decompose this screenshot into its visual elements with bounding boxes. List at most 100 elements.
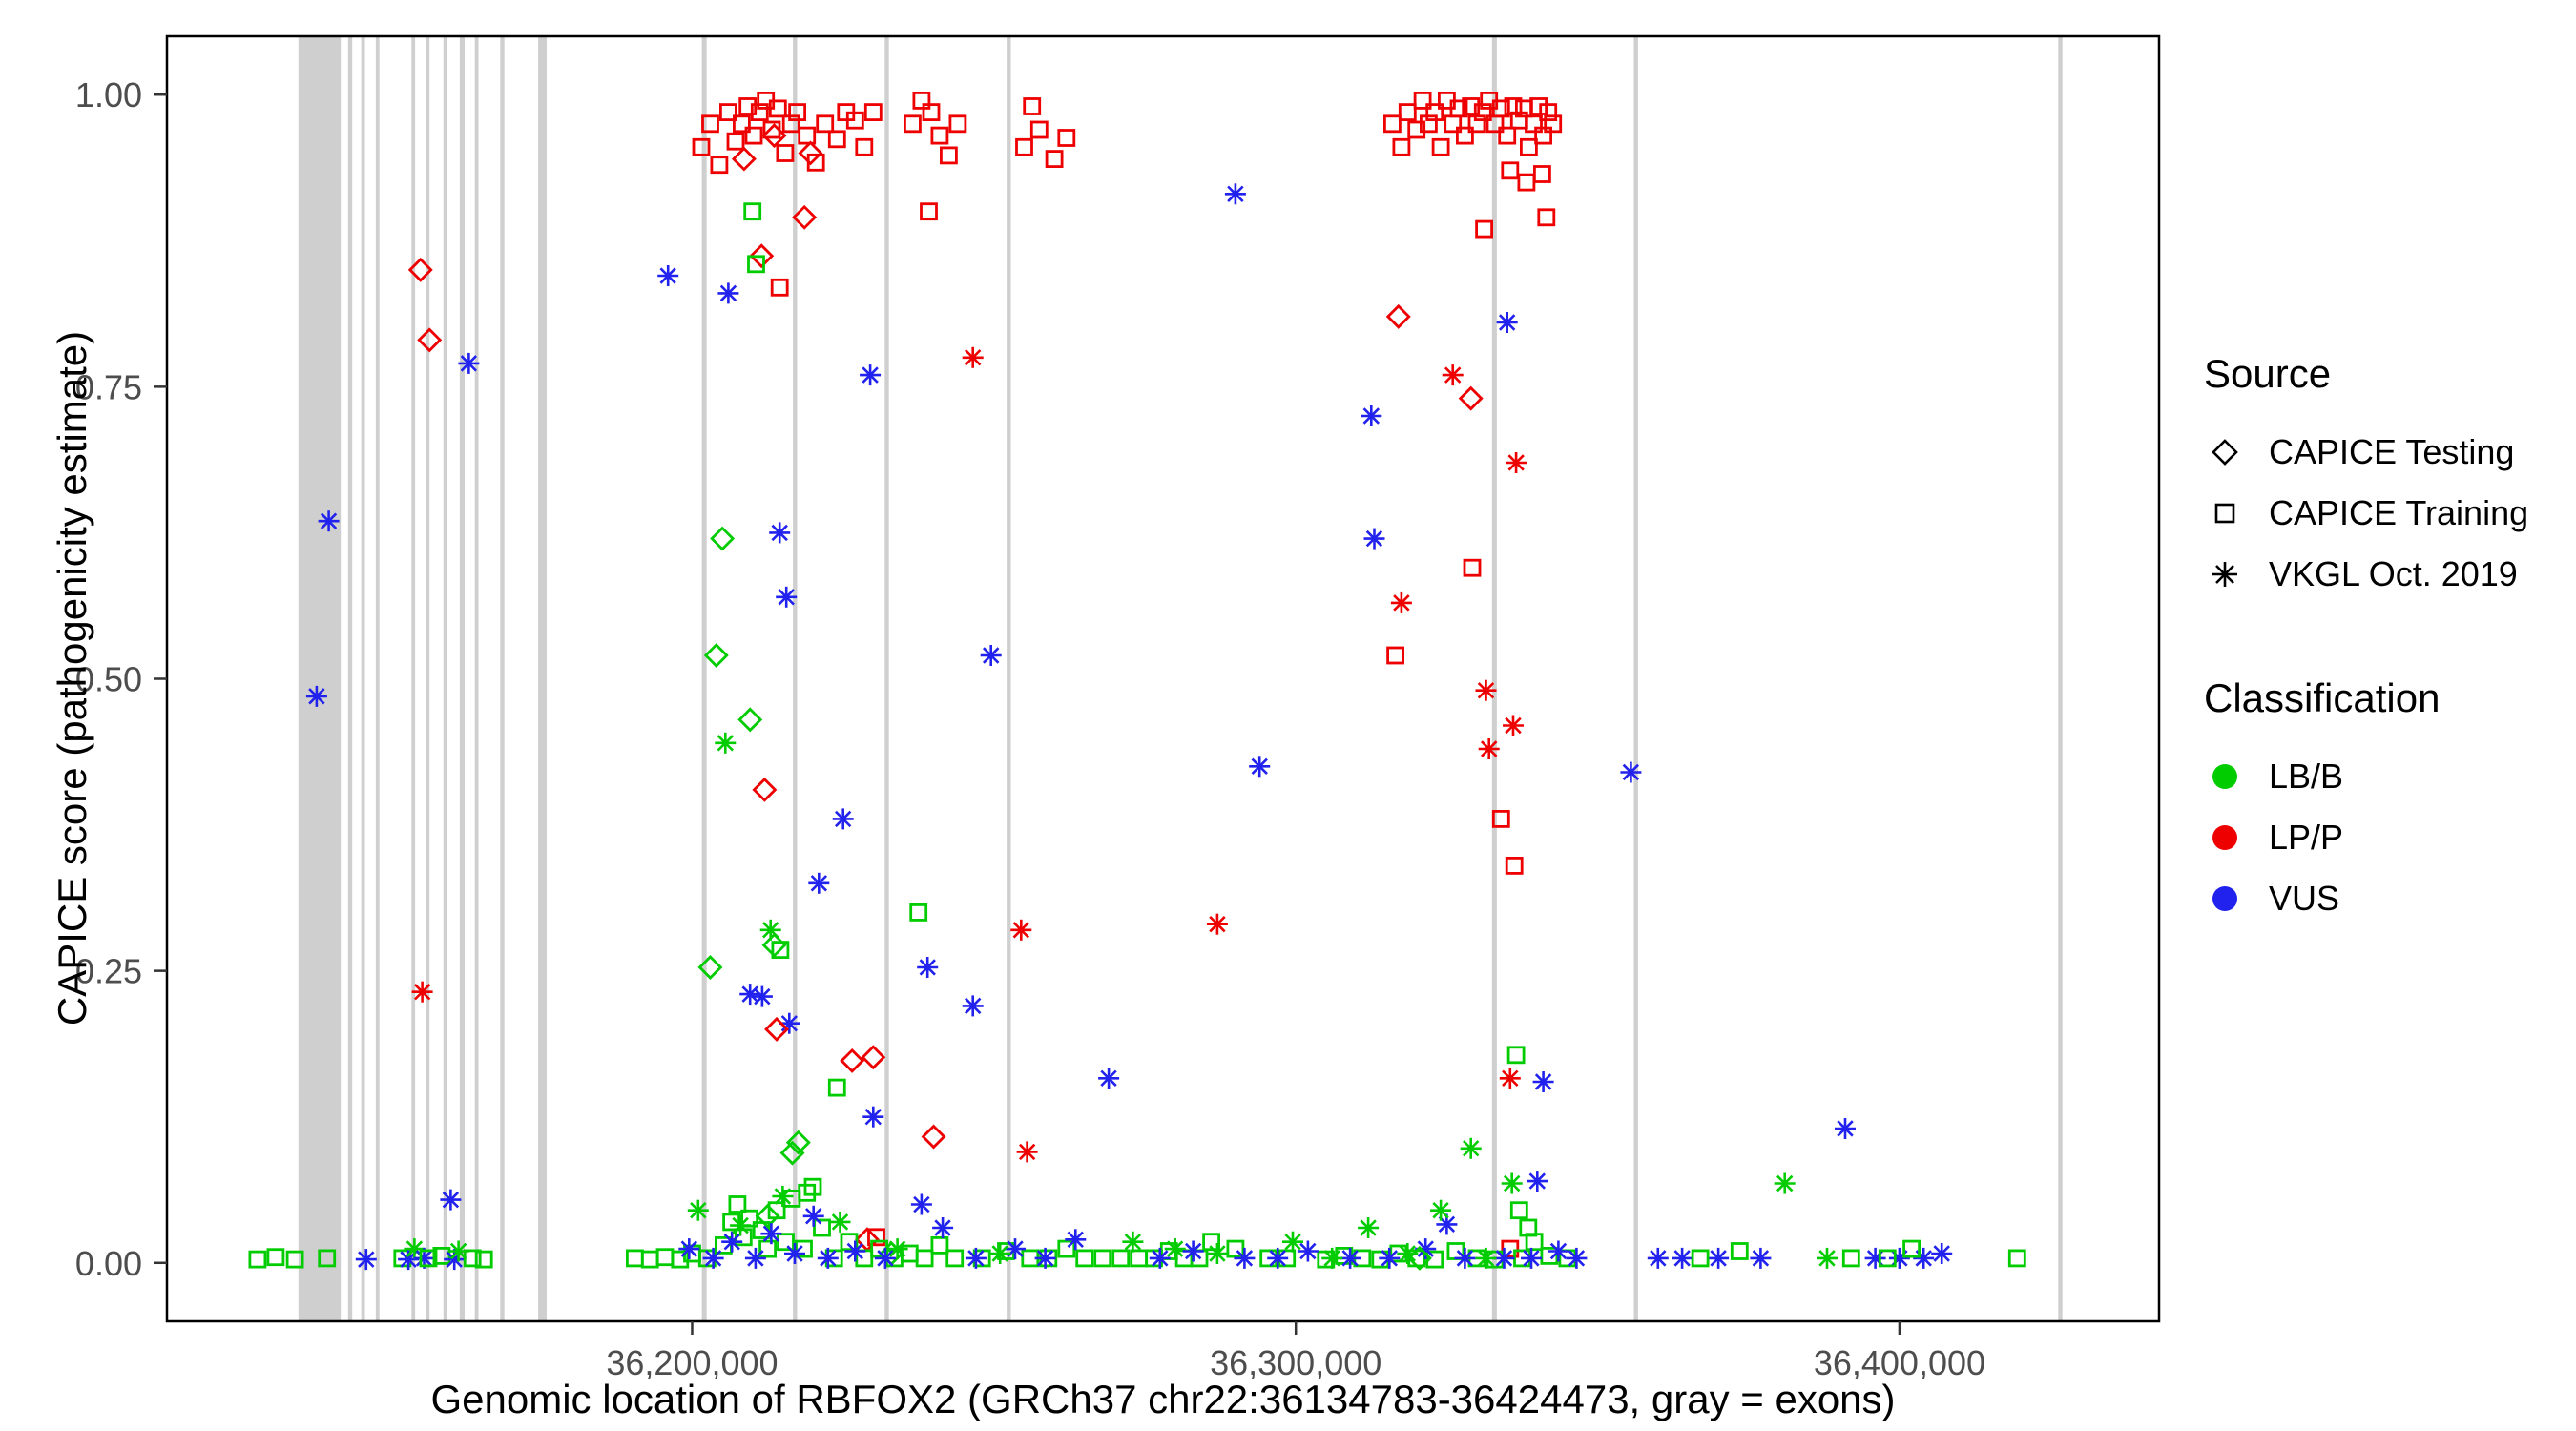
point-training-square xyxy=(671,1250,690,1269)
point-vkgl-asterisk xyxy=(1340,1247,1361,1269)
point-training-square xyxy=(1525,114,1543,134)
point-training-square xyxy=(1057,1239,1076,1258)
point-training-square xyxy=(1491,810,1510,828)
point-training-square xyxy=(1226,1239,1245,1258)
point-vkgl-asterisk xyxy=(1493,1247,1515,1269)
point-vkgl-asterisk xyxy=(355,1249,377,1271)
point-testing-diamond xyxy=(779,1140,805,1166)
point-training-square xyxy=(1093,1249,1112,1268)
point-vkgl-asterisk xyxy=(772,1186,794,1207)
point-vkgl-asterisk xyxy=(860,364,882,386)
point-training-square xyxy=(1425,1250,1444,1269)
point-vkgl-asterisk xyxy=(458,352,480,374)
point-training-square xyxy=(1075,1249,1094,1268)
point-testing-diamond xyxy=(921,1124,946,1150)
point-vkgl-asterisk xyxy=(1501,1172,1523,1194)
point-training-square xyxy=(777,1233,795,1252)
point-vkgl-asterisk xyxy=(1379,1247,1401,1269)
point-testing-diamond xyxy=(798,140,823,166)
point-vkgl-asterisk xyxy=(1532,1071,1554,1092)
point-vkgl-asterisk xyxy=(1010,919,1032,941)
point-training-square xyxy=(1023,97,1042,115)
point-vkgl-asterisk xyxy=(1206,913,1228,935)
legend-item-capice-testing: CAPICE Testing xyxy=(2204,422,2566,483)
point-training-square xyxy=(747,255,765,274)
legend-source-title: Source xyxy=(2204,351,2332,396)
point-vkgl-asterisk xyxy=(817,1247,839,1269)
legend-item-label: LB/B xyxy=(2269,757,2344,796)
legend-item-label: CAPICE Testing xyxy=(2269,432,2515,471)
point-vkgl-asterisk xyxy=(1249,756,1271,778)
point-vkgl-asterisk xyxy=(1475,1247,1497,1269)
point-vkgl-asterisk xyxy=(1521,1247,1542,1269)
point-testing-diamond xyxy=(755,1203,780,1229)
point-training-square xyxy=(920,202,938,221)
point-vkgl-asterisk xyxy=(862,1106,884,1128)
point-training-square xyxy=(1540,1247,1559,1265)
point-training-square xyxy=(798,126,817,145)
point-training-square xyxy=(1029,120,1049,139)
point-training-square xyxy=(776,144,795,162)
point-vkgl-asterisk xyxy=(1478,738,1500,759)
legend-item-vkgl: VKGL Oct. 2019 xyxy=(2204,544,2566,605)
point-training-square xyxy=(781,114,800,134)
point-vkgl-asterisk xyxy=(1149,1247,1171,1269)
point-vkgl-asterisk xyxy=(1164,1238,1186,1260)
legend-item-label: CAPICE Training xyxy=(2269,493,2529,532)
point-vkgl-asterisk xyxy=(1931,1243,1953,1264)
point-vkgl-asterisk xyxy=(721,1231,743,1253)
point-training-square xyxy=(930,1236,949,1255)
exon-band xyxy=(701,36,707,1321)
point-training-square xyxy=(1544,114,1563,134)
legend-item-capice-training: CAPICE Training xyxy=(2204,483,2566,544)
point-vkgl-asterisk xyxy=(1267,1247,1289,1269)
point-training-square xyxy=(750,103,769,121)
point-vkgl-asterisk xyxy=(1297,1240,1319,1262)
point-training-square xyxy=(1537,208,1556,227)
legend: Source CAPICE Testing CAPICE Training xyxy=(2204,351,2566,929)
point-vkgl-asterisk xyxy=(1817,1247,1838,1269)
point-training-square xyxy=(922,103,941,121)
point-training-square xyxy=(930,126,949,145)
point-vkgl-asterisk xyxy=(1835,1118,1856,1139)
point-testing-diamond xyxy=(731,146,757,172)
point-training-square xyxy=(1392,137,1411,156)
exon-band xyxy=(361,36,365,1321)
point-vkgl-asterisk xyxy=(1065,1229,1087,1251)
y-axis-title: CAPICE score (pathogenicity estimate) xyxy=(50,330,94,1027)
vus-color-dot xyxy=(2212,886,2237,911)
point-vkgl-asterisk xyxy=(730,1214,752,1236)
point-vkgl-asterisk xyxy=(1361,405,1382,426)
point-training-square xyxy=(1456,126,1474,145)
point-vkgl-asterisk xyxy=(802,1205,824,1227)
point-vkgl-asterisk xyxy=(1496,312,1518,333)
point-training-square xyxy=(948,114,967,134)
point-training-square xyxy=(474,1250,493,1269)
point-training-square xyxy=(863,103,883,121)
point-vkgl-asterisk xyxy=(1913,1247,1935,1269)
point-vkgl-asterisk xyxy=(1363,528,1385,550)
point-training-square xyxy=(1446,1242,1465,1260)
point-vkgl-asterisk xyxy=(1506,452,1527,473)
lpp-color-dot xyxy=(2212,825,2237,850)
point-training-square xyxy=(1462,97,1481,115)
point-vkgl-asterisk xyxy=(776,586,798,608)
point-training-square xyxy=(463,1249,482,1268)
point-vkgl-asterisk xyxy=(1647,1247,1669,1269)
point-training-square xyxy=(419,1249,438,1268)
point-testing-diamond xyxy=(861,1045,886,1070)
point-vkgl-asterisk xyxy=(1122,1231,1144,1253)
point-vkgl-asterisk xyxy=(989,1243,1011,1264)
point-training-square xyxy=(813,1218,831,1237)
point-vkgl-asterisk xyxy=(1358,1217,1380,1238)
panel-border xyxy=(165,34,2161,1323)
exon-band xyxy=(884,36,889,1321)
point-training-square xyxy=(248,1250,267,1269)
point-testing-diamond xyxy=(761,123,787,149)
point-training-square xyxy=(1463,558,1482,577)
point-training-square xyxy=(770,278,789,297)
x-tick-label: 36,200,000 xyxy=(606,1343,778,1382)
point-training-square xyxy=(867,1228,885,1247)
